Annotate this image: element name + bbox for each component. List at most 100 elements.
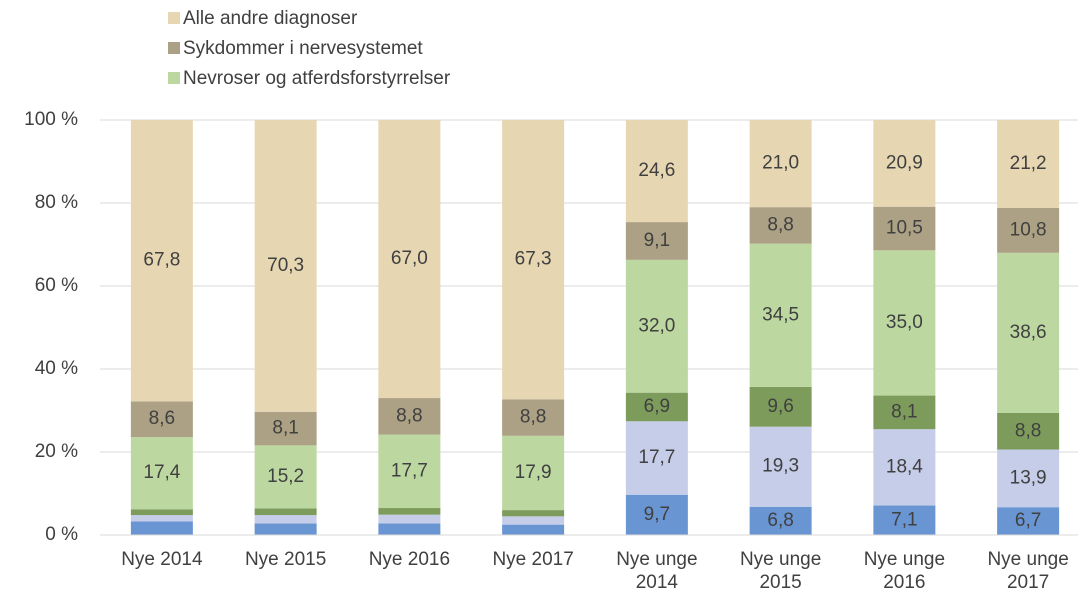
value-label: 8,8 <box>767 214 793 235</box>
value-label: 8,8 <box>396 405 422 426</box>
value-label: 38,6 <box>1010 322 1047 343</box>
bar-segment <box>625 494 688 535</box>
value-label: 9,1 <box>644 230 670 251</box>
value-label: 17,4 <box>143 462 180 483</box>
value-label: 19,3 <box>762 456 799 477</box>
y-tick-label: 40 % <box>35 358 78 379</box>
value-label: 9,6 <box>767 396 793 417</box>
value-label: 8,1 <box>891 401 917 422</box>
value-label: 24,6 <box>638 160 675 181</box>
bar-segment <box>873 250 936 396</box>
value-label: 32,0 <box>638 315 675 336</box>
value-label: 10,8 <box>1010 219 1047 240</box>
y-tick-label: 80 % <box>35 192 78 213</box>
value-label: 70,3 <box>267 255 304 276</box>
legend-swatch <box>168 72 180 84</box>
value-label: 35,0 <box>886 312 923 333</box>
value-label: 67,3 <box>515 249 552 270</box>
value-label: 6,8 <box>767 510 793 531</box>
value-label: 9,7 <box>644 504 670 525</box>
y-tick-label: 60 % <box>35 275 78 296</box>
bar-segment <box>502 399 565 436</box>
bar-segment <box>254 120 317 412</box>
bar-segment <box>997 207 1060 253</box>
bar-segment <box>130 515 193 522</box>
value-label: 15,2 <box>267 466 304 487</box>
bar-segment <box>502 510 565 517</box>
bar-segment <box>873 206 936 251</box>
y-tick-label: 100 % <box>24 109 78 130</box>
bar-segment <box>749 386 812 427</box>
bar-segment <box>997 507 1060 535</box>
legend-label: Alle andre diagnoser <box>183 8 358 29</box>
bar-segment <box>254 515 317 524</box>
bar-segment <box>254 445 317 509</box>
bar-segment <box>378 398 441 435</box>
bar-segment <box>625 222 688 260</box>
value-label: 6,9 <box>644 396 670 417</box>
bar-segment <box>130 401 193 438</box>
value-label: 21,2 <box>1010 153 1047 174</box>
bar-segment <box>625 259 688 393</box>
bar-segment <box>997 449 1060 508</box>
value-label: 8,8 <box>1015 420 1041 441</box>
bar-segment <box>749 120 812 208</box>
value-label: 18,4 <box>886 456 923 477</box>
bar-segment <box>502 120 565 400</box>
bar-segment <box>873 120 936 207</box>
bar-segment <box>625 421 688 495</box>
bar-segment <box>997 252 1060 413</box>
bar-segment <box>625 120 688 223</box>
bar-segment <box>873 429 936 506</box>
x-tick-label: Nye 2016 <box>368 549 451 570</box>
bar-segment <box>502 435 565 511</box>
bar-segment <box>997 120 1060 208</box>
bar-segment <box>130 521 193 535</box>
x-tick-label: Nye 2017 <box>492 549 574 570</box>
bar-segment <box>130 120 193 402</box>
bar-segment <box>378 508 441 515</box>
x-tick-label: Nye unge 2017 <box>987 549 1069 593</box>
x-tick-label: Nye 2015 <box>244 549 327 570</box>
x-tick-label: Nye unge 2014 <box>616 549 698 593</box>
legend-swatch <box>168 12 180 24</box>
legend-label: Nevroser og atferdsforstyrrelser <box>183 68 451 89</box>
x-tick-label: Nye unge 2015 <box>739 549 822 593</box>
bar-segment <box>873 505 936 535</box>
legend-swatch <box>168 42 180 54</box>
value-label: 8,8 <box>520 407 546 428</box>
bar-segment <box>625 392 688 422</box>
value-label: 13,9 <box>1010 467 1047 488</box>
bar-segment <box>378 523 441 535</box>
bar-segment <box>502 516 565 525</box>
value-label: 34,5 <box>762 304 799 325</box>
value-label: 7,1 <box>891 509 917 530</box>
bar-segment <box>378 434 441 509</box>
y-tick-label: 0 % <box>45 524 78 545</box>
bar-segment <box>254 523 317 535</box>
value-label: 67,0 <box>391 248 428 269</box>
bar-segment <box>254 508 317 516</box>
value-label: 20,9 <box>886 152 923 173</box>
value-label: 8,1 <box>272 418 298 439</box>
value-label: 17,9 <box>515 462 552 483</box>
y-tick-label: 20 % <box>35 441 78 462</box>
bar-segment <box>130 437 193 510</box>
value-label: 10,5 <box>886 218 923 239</box>
legend-label: Sykdommer i nervesystemet <box>183 38 423 59</box>
bar-segment <box>749 426 812 507</box>
x-tick-label: Nye 2014 <box>121 549 203 570</box>
bar-segment <box>378 120 441 399</box>
bar-segment <box>749 506 812 535</box>
value-label: 6,7 <box>1015 510 1041 531</box>
value-label: 21,0 <box>762 153 799 174</box>
bar-segment <box>502 524 565 535</box>
value-label: 17,7 <box>638 447 675 468</box>
bar-segment <box>749 207 812 244</box>
bar-segment <box>378 514 441 524</box>
bar-segment <box>997 412 1060 450</box>
value-label: 17,7 <box>391 460 428 481</box>
bar-segment <box>130 509 193 516</box>
